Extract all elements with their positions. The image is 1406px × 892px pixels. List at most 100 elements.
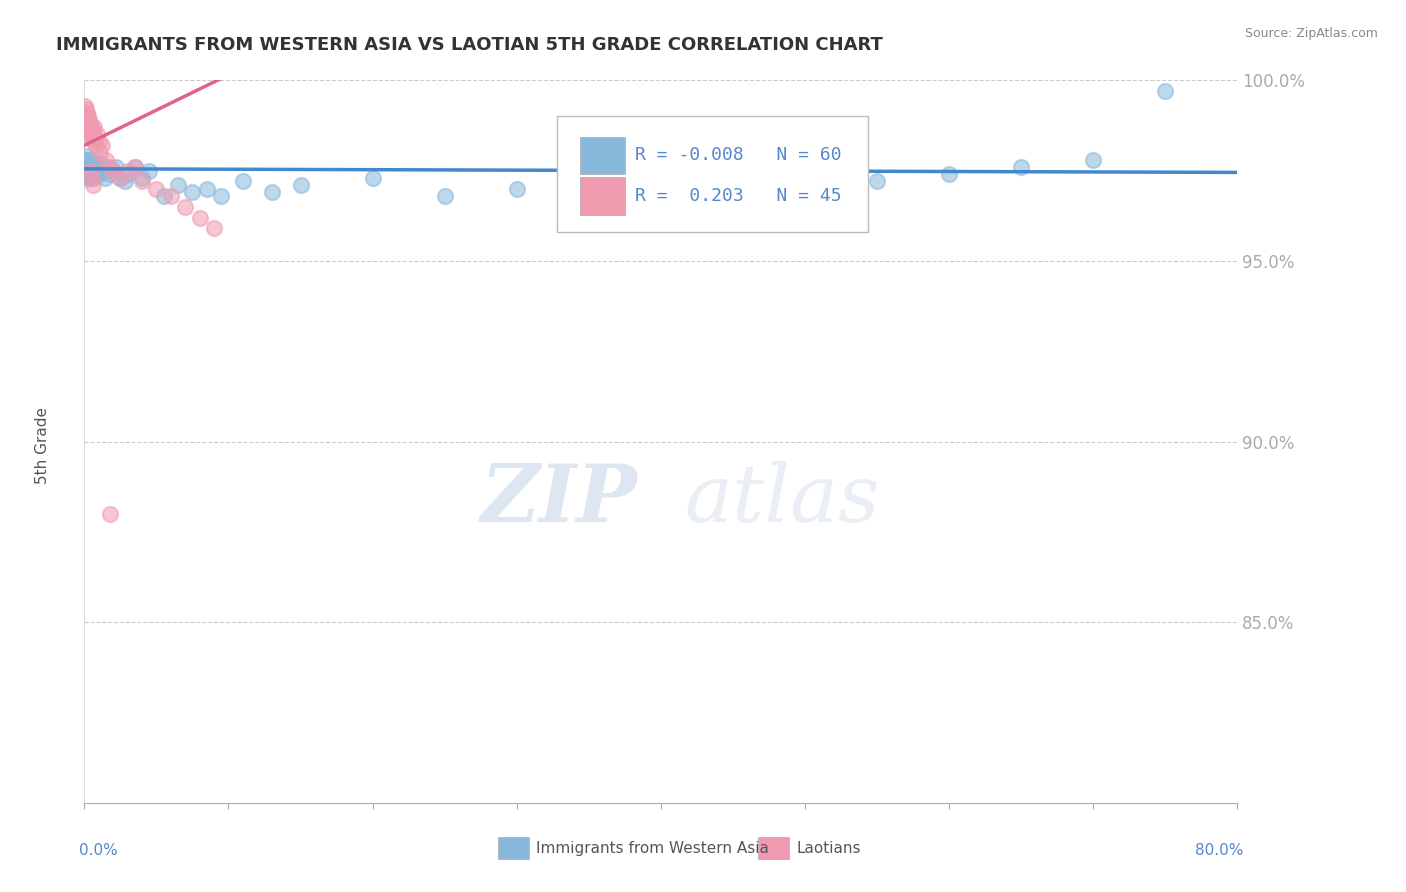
Point [76,105,98,120]
Point [83,120,105,135]
Point [866,174,889,188]
Point [83,160,105,174]
Point [82,178,104,192]
Point [103,163,124,178]
Point [75,153,97,167]
Point [79,163,101,178]
Point [103,163,124,178]
Point [90,138,112,153]
Point [794,181,817,195]
FancyBboxPatch shape [758,838,789,859]
Text: atlas: atlas [683,460,879,538]
Point [195,181,218,195]
Point [75,117,97,131]
Point [82,163,104,178]
Point [80,170,103,185]
Point [79,113,101,128]
Point [89,156,111,170]
FancyBboxPatch shape [498,838,530,859]
Point [76,156,98,170]
Point [290,178,312,192]
Point [77,117,100,131]
Point [87,167,110,181]
Point [76,109,98,123]
Point [506,181,529,195]
Point [80,128,103,142]
Point [202,221,225,235]
Point [131,170,153,185]
Point [82,170,104,185]
Point [76,160,98,174]
Point [77,128,100,142]
Point [75,160,97,174]
Point [75,149,97,163]
Point [1154,84,1177,98]
Point [77,109,100,123]
Point [98,507,121,521]
Point [77,160,100,174]
Point [90,163,112,178]
Point [86,160,108,174]
Text: R =  0.203   N = 45: R = 0.203 N = 45 [636,187,842,205]
Point [124,160,146,174]
Point [83,135,105,149]
Point [77,170,100,185]
Point [110,170,132,185]
Point [89,145,111,160]
Point [260,186,283,200]
Point [87,135,110,149]
Point [75,167,97,181]
Point [174,200,197,214]
Point [433,189,456,203]
Point [131,174,153,188]
Point [167,178,190,192]
Point [721,178,744,192]
Point [124,160,146,174]
Point [152,189,174,203]
Point [94,153,117,167]
Point [79,167,101,181]
Point [1083,153,1105,167]
Point [84,163,107,178]
Text: ZIP: ZIP [481,460,638,538]
Point [79,124,101,138]
Point [938,167,960,181]
Point [75,113,97,128]
Text: 80.0%: 80.0% [1195,843,1243,857]
Point [82,131,104,145]
Point [83,153,105,167]
Point [76,120,98,135]
FancyBboxPatch shape [581,136,626,174]
Point [79,153,101,167]
Point [76,167,98,181]
Point [145,181,167,195]
Point [80,160,103,174]
Point [117,163,139,178]
Text: 5th Grade: 5th Grade [35,408,49,484]
Point [160,189,183,203]
Point [110,170,132,185]
Point [209,189,232,203]
Text: Source: ZipAtlas.com: Source: ZipAtlas.com [1244,27,1378,40]
Point [75,163,97,178]
Point [76,113,98,128]
Point [232,174,254,188]
Point [76,160,98,174]
Text: Laotians: Laotians [797,841,862,855]
Point [84,131,107,145]
Point [138,163,160,178]
Point [82,124,104,138]
Point [181,186,204,200]
Point [93,170,115,185]
Point [578,174,600,188]
Point [77,120,100,135]
Text: Immigrants from Western Asia: Immigrants from Western Asia [536,841,769,855]
Point [73,98,96,112]
Text: R = -0.008   N = 60: R = -0.008 N = 60 [636,146,842,164]
Point [86,128,108,142]
Point [77,163,100,178]
Point [114,174,136,188]
Point [73,109,96,123]
FancyBboxPatch shape [581,178,626,215]
Point [96,160,118,174]
